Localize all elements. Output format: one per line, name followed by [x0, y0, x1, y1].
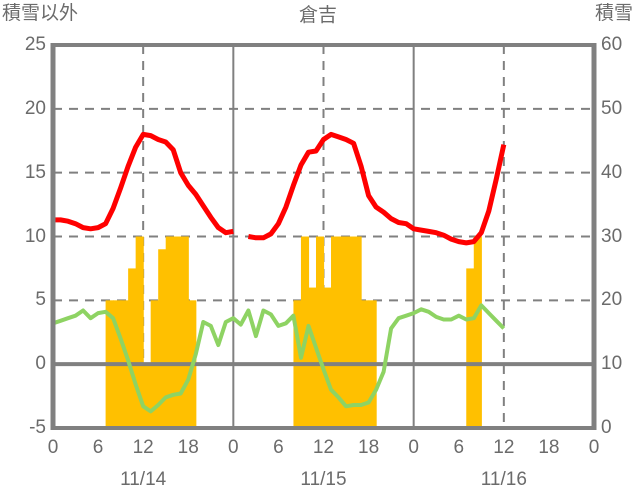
y-axis-left-tick: 20	[24, 97, 46, 119]
bar	[158, 249, 167, 428]
y-axis-right-tick: 50	[601, 97, 623, 119]
x-axis-tick: 18	[538, 437, 560, 458]
bar	[323, 287, 332, 428]
x-axis-tick: 18	[358, 437, 380, 458]
bar	[165, 236, 174, 428]
bar	[308, 287, 317, 428]
y-axis-right-tick: 10	[601, 353, 623, 375]
y-axis-right-tick: 40	[601, 161, 623, 183]
bar	[338, 236, 347, 428]
bar	[346, 236, 355, 428]
y-axis-right-tick: 30	[601, 225, 623, 247]
chart-title: 倉吉	[298, 5, 337, 26]
x-axis-tick: 0	[47, 437, 59, 458]
y-axis-left-tick: 25	[24, 34, 46, 55]
y-axis-right-tick: 60	[601, 34, 623, 55]
bar	[173, 236, 182, 428]
y-axis-left-tick: 0	[35, 353, 46, 375]
bar	[135, 236, 144, 428]
y-axis-left-tick: 15	[24, 161, 46, 183]
series-line-snow	[52, 303, 506, 414]
bar	[466, 268, 475, 428]
series-line-temperature	[53, 131, 234, 236]
x-axis-tick: 12	[132, 437, 154, 458]
y-axis-right-tick: 0	[601, 417, 612, 438]
y-axis-left-tick: -5	[29, 417, 46, 438]
bar	[353, 236, 362, 428]
x-axis-tick: 12	[312, 437, 335, 458]
bar	[143, 364, 152, 428]
series-line-temperature	[247, 131, 507, 246]
x-axis-day-label: 11/15	[300, 469, 347, 490]
x-axis-tick: 18	[177, 437, 199, 458]
x-axis-tick: 12	[493, 437, 515, 458]
bar	[180, 236, 189, 428]
right-axis-title: 積雪	[594, 3, 633, 24]
x-axis-tick: 0	[228, 437, 239, 458]
bar	[473, 236, 482, 428]
y-axis-left-tick: 10	[24, 225, 46, 247]
x-axis-tick: 6	[273, 437, 284, 458]
x-axis-day-label: 11/14	[120, 469, 167, 490]
x-axis-tick: 6	[92, 437, 104, 458]
y-axis-right-tick: 20	[601, 289, 623, 311]
x-axis-tick: 6	[453, 437, 465, 458]
bar	[331, 236, 340, 428]
y-axis-left-tick: 5	[35, 289, 46, 311]
x-axis-tick: 0	[408, 437, 419, 458]
bar	[128, 268, 137, 428]
left-axis-title: 積雪以外	[2, 3, 79, 24]
x-axis-tick: 0	[588, 437, 600, 458]
bar	[315, 236, 325, 428]
x-axis-day-label: 11/16	[480, 469, 527, 490]
